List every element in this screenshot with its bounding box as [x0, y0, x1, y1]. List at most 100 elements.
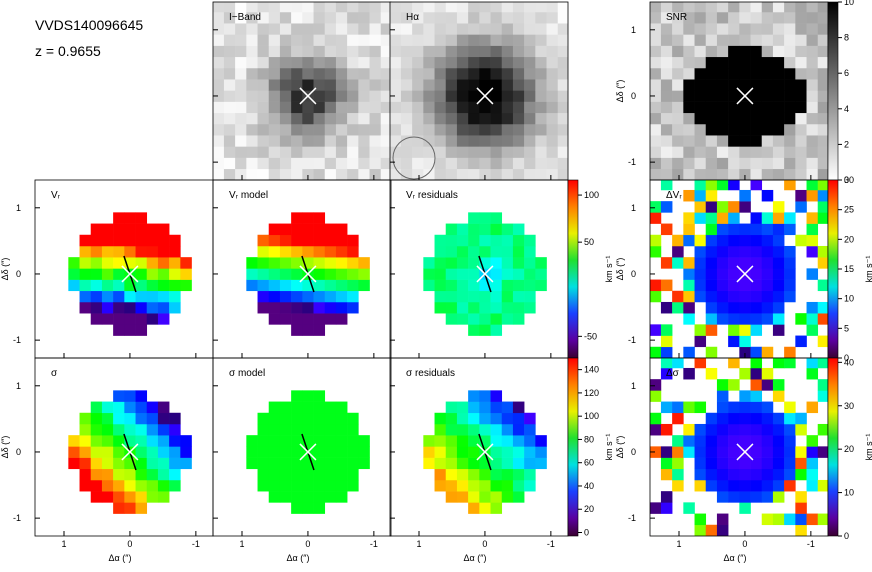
pixel: [400, 45, 413, 58]
pixel: [683, 189, 695, 202]
pixel: [169, 468, 181, 481]
pixel: [468, 212, 480, 224]
pixel: [313, 56, 326, 69]
pixel: [412, 0, 424, 1]
y-tick-label: -1: [628, 335, 636, 345]
pixel: [246, 23, 258, 35]
pixel: [694, 513, 707, 526]
pixel: [490, 90, 503, 102]
pixel: [694, 324, 707, 336]
pixel: [512, 412, 525, 425]
pixel: [705, 146, 718, 158]
pixel: [705, 56, 718, 69]
pixel: [784, 45, 796, 58]
pixel: [358, 446, 370, 458]
pixel: [423, 45, 435, 58]
pixel: [672, 457, 684, 470]
pixel: [650, 56, 651, 69]
pixel: [268, 23, 281, 35]
pixel: [650, 234, 662, 247]
panel-title: Δσ: [666, 368, 680, 379]
pixel: [235, 135, 247, 147]
pixel: [369, 11, 382, 24]
pixel: [313, 435, 326, 447]
pixel: [750, 435, 763, 447]
pixel: [434, 468, 447, 481]
pixel: [347, 90, 359, 102]
map: [650, 2, 852, 180]
pixel: [400, 11, 413, 24]
pixel: [146, 412, 159, 425]
pixel: [268, 457, 281, 470]
pixel: [313, 135, 326, 147]
pixel: [716, 479, 729, 492]
pixel: [705, 435, 718, 447]
pixel: [524, 168, 536, 180]
pixel: [705, 180, 718, 191]
pixel: [313, 245, 326, 258]
pixel: [358, 2, 370, 13]
pixel: [434, 101, 447, 114]
pixel: [705, 123, 718, 136]
pixel: [650, 79, 651, 91]
colorbar-tick-label: 0: [844, 353, 849, 363]
pixel: [358, 56, 370, 69]
pixel: [795, 11, 807, 24]
pixel: [784, 67, 796, 80]
pixel: [705, 446, 718, 458]
pixel: [705, 2, 718, 13]
pixel: [380, 90, 391, 102]
pixel: [445, 245, 458, 258]
pixel: [490, 324, 503, 336]
pixel: [650, 491, 651, 503]
pixel: [135, 401, 148, 414]
pixel: [79, 468, 92, 481]
map: [246, 212, 370, 336]
pixel: [557, 146, 568, 158]
pixel: [840, 12, 852, 24]
pixel: [423, 257, 435, 269]
pixel: [157, 301, 170, 314]
y-tick-label: 0: [631, 91, 636, 101]
pixel: [157, 435, 170, 447]
colorbar: [567, 179, 579, 359]
pixel: [817, 335, 828, 348]
pixel: [468, 123, 480, 136]
pixel: [728, 423, 740, 436]
pixel: [490, 268, 503, 280]
pixel: [313, 423, 326, 436]
pixel: [806, 23, 819, 35]
pixel: [246, 268, 258, 280]
pixel: [279, 457, 292, 470]
pixel: [716, 513, 729, 526]
pixel: [101, 401, 114, 414]
pixel: [817, 279, 828, 292]
pixel: [456, 79, 469, 91]
pixel: [512, 257, 525, 269]
pixel: [157, 423, 170, 436]
pixel: [569, 79, 581, 91]
pixel: [257, 34, 270, 46]
pixel: [235, 157, 247, 170]
pixel: [795, 2, 807, 13]
pixel: [268, 245, 281, 258]
pixel: [683, 123, 695, 136]
pixel: [268, 179, 281, 180]
pixel: [313, 491, 326, 503]
pixel: [224, 0, 236, 1]
pixel: [784, 90, 796, 102]
pixel: [135, 290, 148, 303]
pixel: [535, 123, 547, 136]
pixel: [335, 234, 348, 247]
pixel: [257, 101, 270, 114]
pixel: [302, 457, 314, 470]
pixel: [717, 369, 729, 381]
pixel: [795, 123, 807, 136]
pixel: [490, 257, 503, 269]
pixel: [660, 468, 673, 481]
pixel: [784, 457, 796, 470]
pixel: [456, 34, 469, 46]
pixel: [716, 23, 729, 35]
center-cross: [299, 443, 317, 461]
